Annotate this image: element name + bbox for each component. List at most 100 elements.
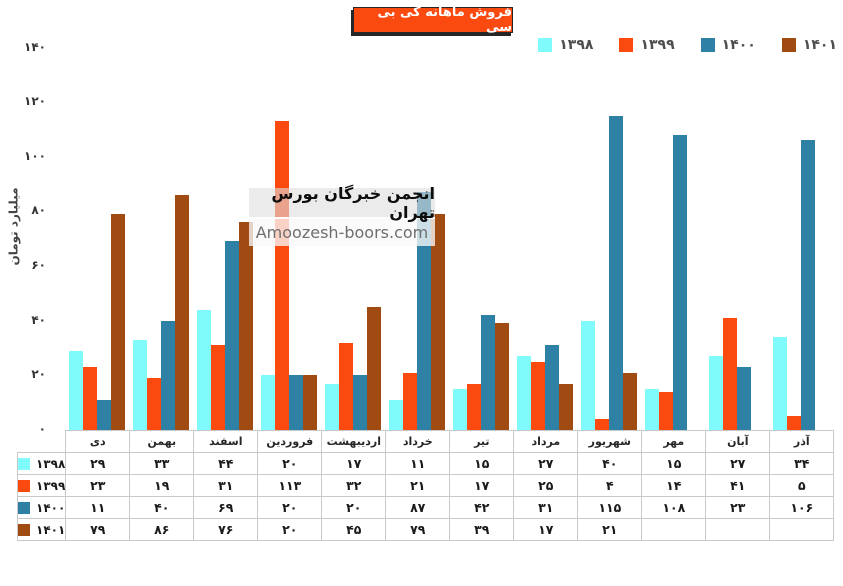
bar-1400-7 bbox=[481, 315, 495, 430]
bar-1400-4 bbox=[289, 375, 303, 430]
table-cell-1401-7: ۳۹ bbox=[449, 518, 515, 541]
bar-1400-12 bbox=[801, 140, 815, 430]
bar-1398-9 bbox=[581, 320, 595, 430]
table-cell-1399-2: ۱۹ bbox=[129, 474, 195, 497]
table-cell-1400-4: ۲۰ bbox=[257, 496, 323, 519]
legend-item-1400: ۱۴۰۰ bbox=[700, 37, 756, 53]
bar-1399-1 bbox=[83, 367, 97, 430]
bar-1399-12 bbox=[787, 416, 801, 430]
bar-1399-10 bbox=[659, 391, 673, 430]
bar-1401-3 bbox=[239, 222, 253, 430]
series-key-label-1401: ۱۴۰۱ bbox=[36, 522, 66, 537]
bar-1400-2 bbox=[161, 320, 175, 430]
month-header-7: تیر bbox=[449, 430, 515, 453]
y-tick-label: ۶۰ bbox=[31, 258, 46, 273]
watermark-line1: انجمن خبرگان بورس تهران bbox=[249, 184, 435, 222]
table-cell-1398-10: ۱۵ bbox=[641, 452, 707, 475]
bar-1401-6 bbox=[431, 214, 445, 430]
bar-1401-5 bbox=[367, 307, 381, 430]
bar-1400-3 bbox=[225, 241, 239, 430]
legend-label-1400: ۱۴۰۰ bbox=[721, 37, 756, 53]
table-cell-1399-8: ۲۵ bbox=[513, 474, 579, 497]
y-tick-label: ۲۰ bbox=[31, 367, 46, 382]
bar-1400-9 bbox=[609, 115, 623, 430]
bar-1401-8 bbox=[559, 383, 573, 430]
table-cell-1401-8: ۱۷ bbox=[513, 518, 579, 541]
bar-1399-4 bbox=[275, 121, 289, 430]
month-header-6: خرداد bbox=[385, 430, 451, 453]
table-cell-1398-12: ۳۴ bbox=[769, 452, 835, 475]
table-cell-1398-9: ۴۰ bbox=[577, 452, 643, 475]
data-table: دی بهمن اسفند فروردین اردیبهشت خرداد تیر مرداد ش… bbox=[16, 430, 835, 541]
series-key-swatch-1399 bbox=[18, 479, 30, 492]
bar-1400-8 bbox=[545, 345, 559, 430]
y-tick-label: ۸۰ bbox=[31, 203, 46, 218]
month-header-3: اسفند bbox=[193, 430, 259, 453]
bar-1398-12 bbox=[773, 337, 787, 430]
table-cell-1401-3: ۷۶ bbox=[193, 518, 259, 541]
month-header-11: آبان bbox=[705, 430, 771, 453]
table-cell-1401-5: ۴۵ bbox=[321, 518, 387, 541]
bar-1400-6 bbox=[417, 192, 431, 430]
table-cell-1398-3: ۴۴ bbox=[193, 452, 259, 475]
y-tick-label: ۱۴۰ bbox=[24, 39, 46, 54]
legend: ۱۳۹۸ ۱۳۹۹ ۱۴۰۰ ۱۴۰۱ bbox=[538, 37, 837, 53]
series-key-label-1398: ۱۳۹۸ bbox=[36, 456, 66, 471]
bar-1398-2 bbox=[133, 339, 147, 430]
series-key-1399: ۱۳۹۹ bbox=[16, 474, 67, 497]
bar-1399-11 bbox=[723, 317, 737, 430]
table-corner-cell bbox=[18, 431, 66, 453]
table-cell-1400-2: ۴۰ bbox=[129, 496, 195, 519]
legend-label-1401: ۱۴۰۱ bbox=[802, 37, 837, 53]
table-cell-1399-12: ۵ bbox=[769, 474, 835, 497]
table-cell-1399-5: ۳۲ bbox=[321, 474, 387, 497]
table-cell-1399-4: ۱۱۳ bbox=[257, 474, 323, 497]
table-cell-1399-6: ۲۱ bbox=[385, 474, 451, 497]
legend-item-1399: ۱۳۹۹ bbox=[619, 37, 675, 53]
table-cell-1399-11: ۴۱ bbox=[705, 474, 771, 497]
bar-1400-5 bbox=[353, 375, 367, 430]
month-header-4: فروردین bbox=[257, 430, 323, 453]
table-cell-1400-9: ۱۱۵ bbox=[577, 496, 643, 519]
table-cell-1400-1: ۱۱ bbox=[65, 496, 131, 519]
legend-item-1401: ۱۴۰۱ bbox=[781, 37, 837, 53]
series-key-swatch-1400 bbox=[18, 501, 30, 514]
month-header-9: شهریور bbox=[577, 430, 643, 453]
table-cell-1401-11 bbox=[705, 518, 771, 541]
month-header-12: آذر bbox=[769, 430, 835, 453]
bar-1400-10 bbox=[673, 134, 687, 430]
month-header-10: مهر bbox=[641, 430, 707, 453]
bar-1400-11 bbox=[737, 367, 751, 430]
table-cell-1399-7: ۱۷ bbox=[449, 474, 515, 497]
y-tick-label: ۰ bbox=[38, 422, 46, 436]
bar-1398-7 bbox=[453, 389, 467, 430]
bar-1399-2 bbox=[147, 378, 161, 430]
bar-1399-6 bbox=[403, 372, 417, 430]
bar-1401-7 bbox=[495, 323, 509, 430]
series-key-1398: ۱۳۹۸ bbox=[16, 452, 67, 475]
bar-1398-4 bbox=[261, 375, 275, 430]
y-tick-label: ۴۰ bbox=[31, 312, 46, 327]
table-cell-1400-12: ۱۰۶ bbox=[769, 496, 835, 519]
table-cell-1398-4: ۲۰ bbox=[257, 452, 323, 475]
table-cell-1400-11: ۲۳ bbox=[705, 496, 771, 519]
table-cell-1400-7: ۴۲ bbox=[449, 496, 515, 519]
table-cell-1398-8: ۲۷ bbox=[513, 452, 579, 475]
table-cell-1401-12 bbox=[769, 518, 835, 541]
series-key-1400: ۱۴۰۰ bbox=[16, 496, 67, 519]
table-cell-1401-9: ۲۱ bbox=[577, 518, 643, 541]
chart-title: فروش ماهانه کی بی سی bbox=[353, 5, 513, 35]
legend-swatch-1399 bbox=[619, 38, 634, 52]
bar-1401-4 bbox=[303, 375, 317, 430]
bar-1398-1 bbox=[69, 350, 83, 430]
legend-swatch-1398 bbox=[538, 38, 553, 52]
table-cell-1400-6: ۸۷ bbox=[385, 496, 451, 519]
table-cell-1398-2: ۳۳ bbox=[129, 452, 195, 475]
series-key-swatch-1401 bbox=[18, 523, 30, 536]
bar-1401-9 bbox=[623, 372, 637, 430]
legend-swatch-1400 bbox=[700, 38, 715, 52]
table-row-1400: ۱۴۰۰ ۱۱ ۴۰ ۶۹ ۲۰ ۲۰ ۸۷ ۴۲ ۳۱ ۱۱۵ ۱۰۸ ۲۳ ۱۰۶ bbox=[16, 496, 835, 519]
table-row-1401: ۱۴۰۱ ۷۹ ۸۶ ۷۶ ۲۰ ۴۵ ۷۹ ۳۹ ۱۷ ۲۱ bbox=[16, 518, 835, 541]
